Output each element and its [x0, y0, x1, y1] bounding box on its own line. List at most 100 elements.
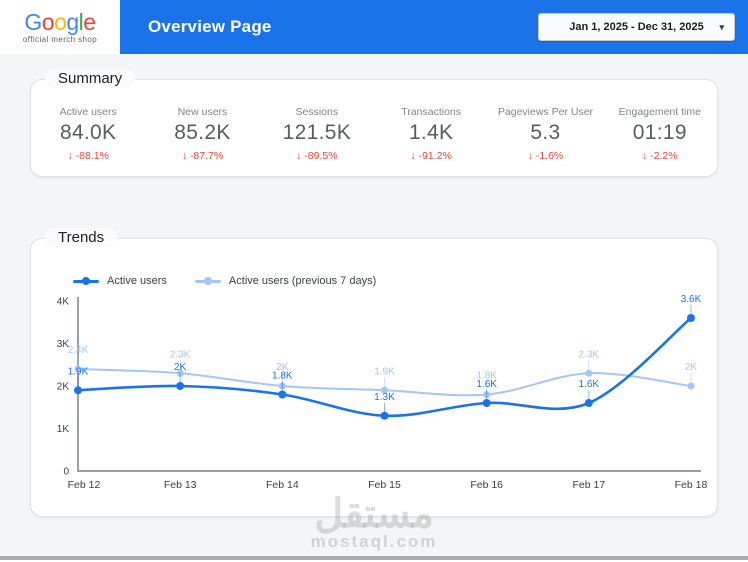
metric-active-users: Active users 84.0K ↓ -88.1% [31, 106, 145, 176]
date-range-label: Jan 1, 2025 - Dec 31, 2025 [569, 21, 704, 33]
data-point-label: 1.9K [68, 366, 89, 377]
metric-value: 1.4K [408, 121, 454, 144]
metric-delta-value: -1.6% [535, 150, 564, 162]
data-point-label: 1.8K [476, 371, 497, 382]
metric-transactions: Transactions 1.4K ↓ -91.2% [374, 106, 488, 176]
metric-engagement-time: Engagement time 01:19 ↓ -2.2% [603, 106, 717, 176]
data-point [176, 382, 185, 390]
data-point-label: 2.3K [579, 349, 600, 360]
data-point [380, 411, 389, 420]
logo-letter: g [66, 8, 79, 35]
bottom-bar [0, 556, 748, 560]
data-point-label: 3.6K [681, 294, 702, 305]
arrow-down-icon: ↓ [410, 150, 416, 162]
metric-delta-value: -88.1% [75, 150, 109, 162]
y-tick-label: 4K [57, 297, 70, 308]
metric-delta-value: -89.5% [304, 150, 338, 162]
metric-label: Transactions [401, 106, 461, 118]
legend-label: Active users [107, 275, 167, 287]
arrow-down-icon: ↓ [67, 150, 73, 162]
header-bar: Overview Page [120, 0, 748, 54]
metric-label: New users [177, 106, 228, 118]
chart-legend: Active users Active users (previous 7 da… [73, 275, 376, 287]
watermark-domain: mostaql.com [310, 532, 438, 551]
page-title: Overview Page [148, 17, 272, 36]
data-point-label: 2.4K [68, 345, 89, 356]
google-logo: Google [24, 8, 96, 35]
data-point [482, 399, 491, 407]
legend-item-active-users[interactable]: Active users [73, 275, 167, 287]
legend-label: Active users (previous 7 days) [228, 275, 377, 287]
summary-card: Summary Active users 84.0K ↓ -88.1% New … [30, 69, 718, 177]
metric-label: Sessions [295, 106, 339, 118]
logo-letter: o [54, 8, 67, 35]
metric-value: 121.5K [282, 121, 351, 144]
arrow-down-icon: ↓ [296, 150, 302, 162]
data-point [687, 382, 695, 390]
summary-section-label: Summary [45, 69, 136, 88]
bottom-edge [0, 560, 748, 562]
data-point [74, 386, 82, 395]
metric-delta: ↓ -89.5% [260, 150, 374, 162]
y-tick-label: 1K [57, 424, 70, 435]
data-point [381, 386, 388, 394]
data-point-label: 2.3K [170, 349, 191, 360]
trends-section-label: Trends [45, 228, 118, 247]
data-point [585, 369, 593, 377]
data-point [74, 365, 82, 373]
x-tick-label: Feb 18 [675, 479, 708, 491]
line-series-swatch-icon [73, 277, 99, 285]
metric-delta: ↓ -87.7% [145, 150, 259, 162]
data-point [687, 314, 695, 322]
data-point-label: 2K [276, 362, 289, 373]
data-point-label: 1.3K [374, 392, 395, 403]
legend-item-previous-7-days[interactable]: Active users (previous 7 days) [194, 275, 377, 287]
metric-delta-value: -2.2% [650, 150, 678, 162]
metric-value: 85.2K [174, 121, 231, 144]
logo-letter: e [83, 8, 96, 35]
x-tick-label: Feb 16 [470, 479, 503, 491]
metric-delta-value: -91.2% [418, 150, 452, 162]
data-point [584, 399, 593, 407]
metric-value: 84.0K [59, 121, 117, 144]
metric-delta: ↓ -2.2% [603, 150, 717, 162]
arrow-down-icon: ↓ [642, 150, 648, 162]
metrics-row: Active users 84.0K ↓ -88.1% New users 85… [31, 80, 717, 176]
x-tick-label: Feb 14 [266, 479, 299, 491]
data-point-label: 1.6K [476, 379, 497, 390]
data-point-label: 1.8K [272, 371, 293, 382]
metric-new-users: New users 85.2K ↓ -87.7% [145, 106, 259, 176]
date-range-button[interactable]: Jan 1, 2025 - Dec 31, 2025 ▾ [538, 13, 735, 41]
x-tick-label: Feb 13 [164, 479, 197, 491]
logo-letter: G [24, 8, 42, 35]
metric-delta: ↓ -91.2% [374, 150, 488, 162]
x-tick-label: Feb 17 [572, 479, 605, 491]
data-point [278, 390, 287, 399]
logo-subtitle: official merch shop [22, 34, 98, 44]
metric-value: 5.3 [530, 121, 561, 144]
data-point-label: 1.6K [579, 379, 600, 390]
arrow-down-icon: ↓ [527, 150, 533, 162]
x-tick-label: Feb 15 [368, 479, 401, 491]
metric-pageviews-per-user: Pageviews Per User 5.3 ↓ -1.6% [488, 106, 602, 176]
metric-label: Engagement time [618, 106, 701, 118]
data-point-label: 2K [174, 362, 187, 373]
metric-delta-value: -87.7% [189, 150, 224, 162]
y-tick-label: 0 [63, 467, 69, 478]
metric-sessions: Sessions 121.5K ↓ -89.5% [260, 106, 374, 176]
y-tick-label: 2K [57, 382, 70, 393]
arrow-down-icon: ↓ [181, 150, 188, 162]
data-point-label: 2K [685, 362, 698, 373]
metric-value: 01:19 [632, 121, 687, 144]
chevron-down-icon: ▾ [719, 22, 724, 32]
line-series-swatch-icon [194, 277, 221, 285]
data-point-label: 1.9K [374, 366, 395, 377]
metric-label: Pageviews Per User [497, 106, 594, 118]
logo-letter: o [41, 8, 55, 35]
trends-card: Trends Active users Active users (previo… [30, 228, 719, 517]
y-tick-label: 3K [57, 339, 70, 350]
trends-chart: 0 1K 2K 3K 4K Feb 12 Feb 13 Feb 14 Feb 15 Feb 16 F… [31, 291, 719, 506]
metric-label: Active users [59, 106, 117, 118]
x-tick-label: Feb 12 [68, 479, 101, 491]
logo-letter: l [78, 8, 84, 35]
